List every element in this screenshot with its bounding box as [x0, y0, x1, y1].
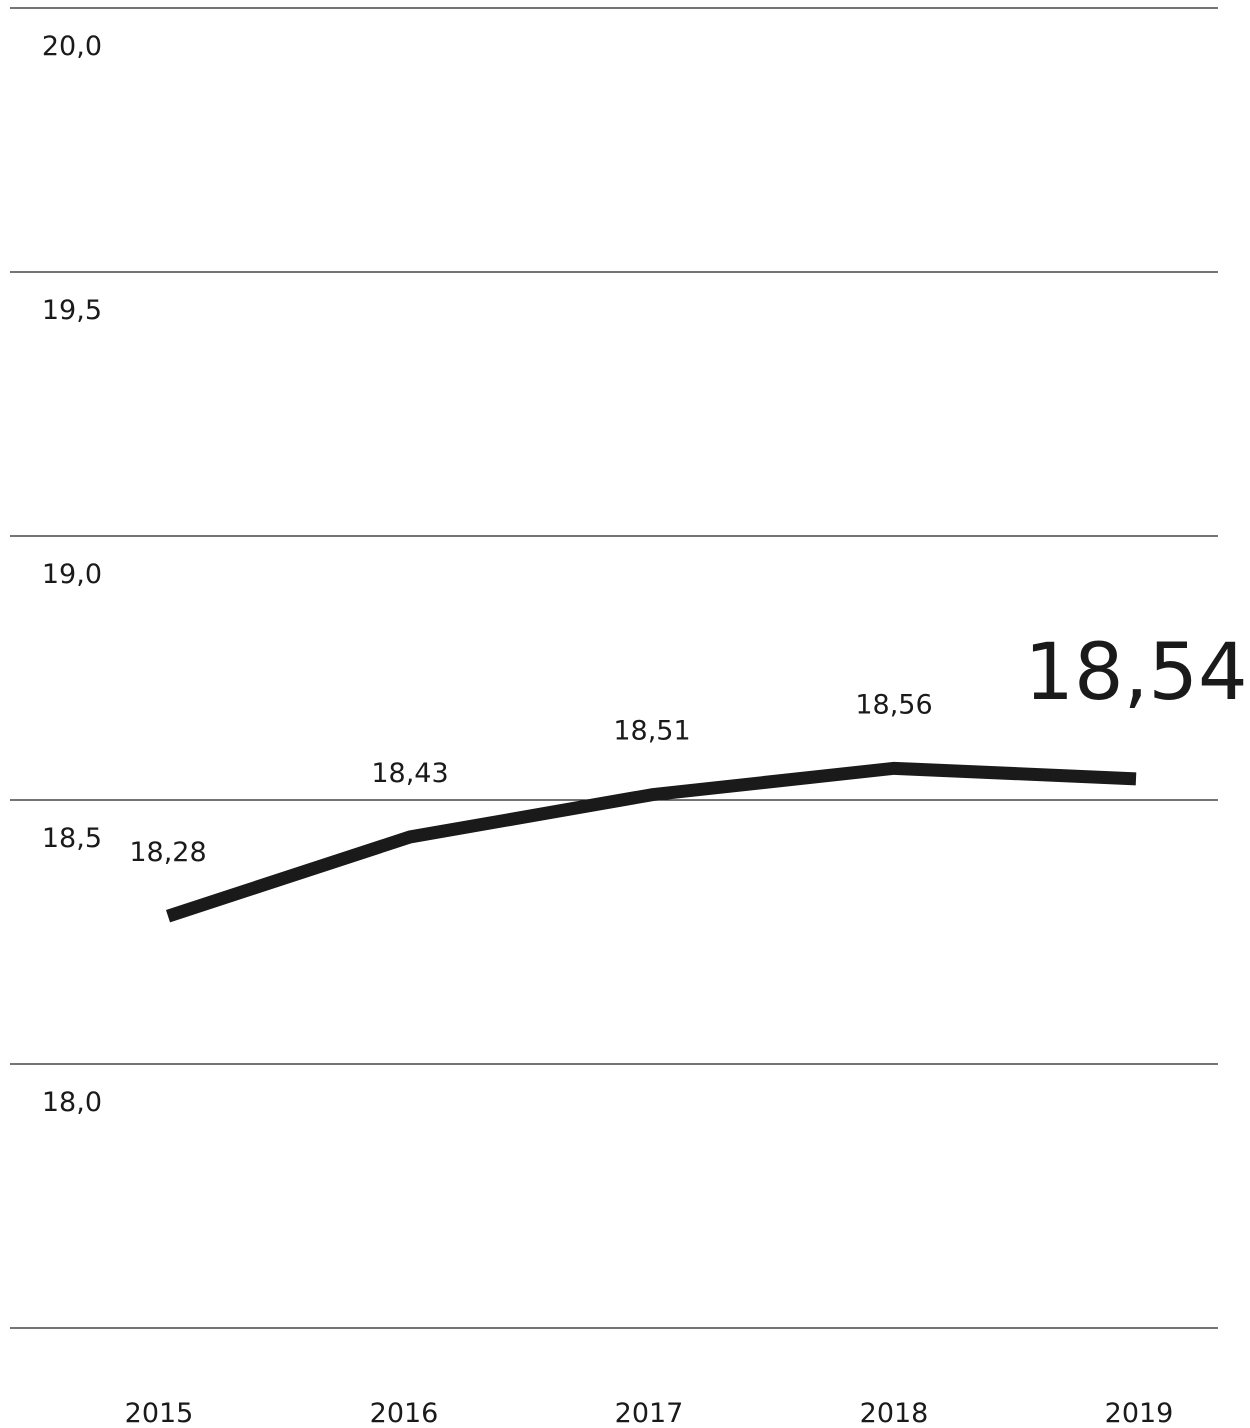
data-label: 18,51	[613, 716, 690, 747]
highlight-data-label: 18,54	[1024, 628, 1247, 718]
y-tick-label: 19,5	[42, 295, 102, 326]
y-tick-label: 18,0	[42, 1087, 102, 1118]
gridlines	[10, 7, 1218, 1329]
data-label: 18,28	[129, 837, 206, 868]
data-labels: 18,28 18,43 18,51 18,56 18,54	[129, 628, 1247, 868]
x-tick-label: 2019	[1105, 1398, 1174, 1428]
x-axis-tick-labels: 2015 2016 2017 2018 2019	[125, 1398, 1174, 1428]
series-line	[165, 761, 1137, 923]
x-tick-label: 2017	[615, 1398, 684, 1428]
x-tick-label: 2018	[860, 1398, 929, 1428]
series-line-group	[165, 761, 1137, 923]
x-tick-label: 2015	[125, 1398, 194, 1428]
data-label: 18,56	[855, 689, 932, 720]
y-tick-label: 18,5	[42, 823, 102, 854]
y-axis-tick-labels: 20,0 19,5 19,0 18,5 18,0	[42, 31, 102, 1118]
y-tick-label: 19,0	[42, 559, 102, 590]
y-tick-label: 20,0	[42, 31, 102, 62]
x-tick-label: 2016	[370, 1398, 439, 1428]
data-label: 18,43	[371, 758, 448, 789]
